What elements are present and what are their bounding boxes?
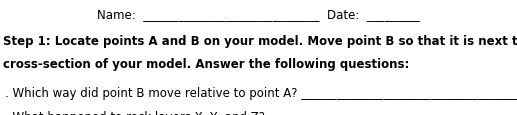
Text: Step 1: Locate points A and B on your model. Move point B so that it is next to : Step 1: Locate points A and B on your mo… (3, 34, 517, 47)
Text: . What happened to rock layers X, Y, and Z? ____________________________________: . What happened to rock layers X, Y, and… (5, 110, 510, 115)
Text: . Which way did point B move relative to point A? ______________________________: . Which way did point B move relative to… (5, 86, 517, 99)
Text: Name:  ______________________________  Date:  _________: Name: ______________________________ Dat… (97, 8, 420, 21)
Text: cross-section of your model. Answer the following questions:: cross-section of your model. Answer the … (3, 58, 409, 70)
